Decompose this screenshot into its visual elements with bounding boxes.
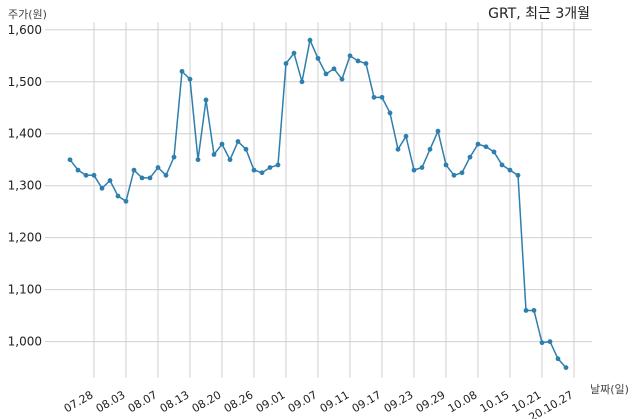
data-point (291, 50, 297, 56)
data-point (139, 175, 145, 181)
data-point (299, 79, 305, 85)
data-point (555, 356, 561, 362)
y-tick-label: 1,400 (8, 127, 42, 141)
data-point (235, 139, 241, 144)
data-point (227, 157, 233, 163)
data-point (371, 94, 377, 100)
x-axis-label: 날짜(일) (590, 382, 629, 396)
data-point (259, 170, 265, 176)
data-point (491, 149, 497, 155)
x-tick-label: 10.08 (446, 388, 480, 415)
data-point (123, 198, 129, 204)
data-point (275, 162, 281, 168)
data-point (443, 162, 449, 168)
data-point (379, 94, 385, 100)
x-tick-label: 09.01 (254, 388, 288, 415)
data-point (115, 193, 121, 199)
data-point (499, 162, 505, 168)
data-point (331, 66, 337, 72)
data-point (211, 152, 217, 157)
data-point (107, 178, 113, 183)
data-point (363, 61, 369, 66)
data-point (315, 55, 321, 61)
data-point (411, 167, 417, 173)
x-tick-label: 09.07 (286, 388, 320, 415)
y-tick-label: 1,500 (8, 75, 42, 89)
x-tick-label: 08.26 (222, 388, 256, 415)
y-axis-ticks: 1,000 1,100 1,200 1,300 1,400 1,500 1,600 (8, 23, 42, 349)
x-tick-label: 09.11 (318, 388, 352, 415)
data-point (307, 37, 313, 43)
data-point (419, 165, 425, 170)
data-point (467, 154, 473, 160)
data-point (83, 172, 89, 178)
data-point (339, 76, 345, 82)
x-tick-label: 08.03 (94, 388, 128, 415)
data-point (75, 167, 81, 173)
data-point (243, 146, 249, 152)
chart-title: GRT, 최근 3개월 (488, 6, 590, 22)
data-point (547, 339, 553, 345)
y-axis-label: 주가(원) (8, 8, 47, 21)
data-point (459, 170, 465, 176)
data-point (251, 167, 257, 173)
data-point (163, 172, 169, 178)
y-tick-label: 1,300 (8, 179, 42, 193)
data-point (395, 146, 401, 152)
data-point (323, 71, 329, 77)
data-point (283, 61, 289, 66)
data-point (267, 165, 273, 170)
x-tick-label: 10.15 (478, 388, 512, 415)
x-tick-label: 08.07 (126, 388, 160, 415)
data-point (515, 172, 521, 178)
data-point (195, 157, 201, 163)
data-point (131, 167, 137, 173)
data-point (187, 76, 193, 82)
data-point (523, 308, 529, 313)
y-tick-label: 1,200 (8, 231, 42, 245)
data-point (347, 53, 353, 59)
data-point (171, 154, 177, 160)
data-point (219, 141, 225, 147)
data-point (387, 110, 393, 116)
x-tick-label: 07.28 (62, 388, 96, 415)
data-point (507, 167, 513, 173)
x-tick-label: 09.17 (350, 388, 384, 415)
data-point (179, 68, 185, 74)
data-point (563, 365, 569, 371)
x-tick-label: 09.29 (414, 388, 448, 415)
data-point (451, 172, 457, 178)
x-tick-label: 09.23 (382, 388, 416, 415)
data-point (99, 185, 105, 191)
data-point (355, 58, 361, 64)
price-series-points (67, 37, 569, 371)
data-point (91, 172, 97, 178)
x-tick-label: 08.13 (158, 388, 192, 415)
y-tick-label: 1,600 (8, 23, 42, 37)
data-point (427, 146, 433, 152)
data-point (203, 97, 209, 103)
data-point (155, 165, 161, 170)
x-tick-label: 08.20 (190, 388, 224, 415)
data-point (403, 133, 409, 139)
data-point (483, 144, 489, 150)
data-point (147, 175, 153, 181)
data-point (67, 157, 73, 163)
data-point (435, 128, 441, 134)
x-axis-ticks: 07.2808.0308.0708.1308.2008.2609.0109.07… (62, 388, 576, 419)
y-tick-label: 1,000 (8, 335, 42, 349)
data-point (531, 308, 537, 313)
data-point (475, 141, 481, 147)
y-tick-label: 1,100 (8, 283, 42, 297)
data-point (539, 340, 545, 346)
